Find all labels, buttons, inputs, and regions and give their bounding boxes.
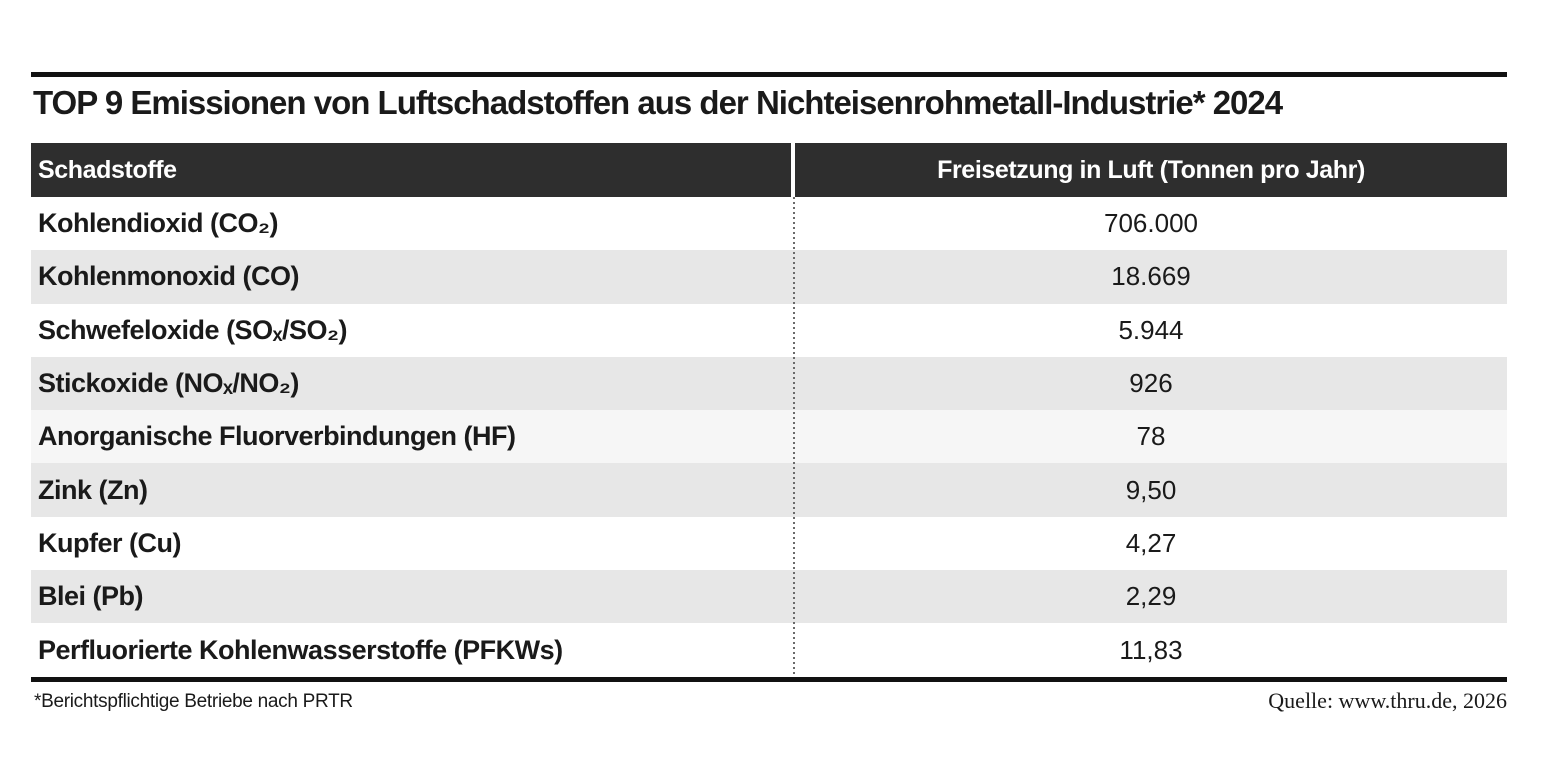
table-row: Kohlenmonoxid (CO) 18.669 — [31, 250, 1507, 304]
value-cell: 11,83 — [1119, 634, 1183, 665]
column-divider — [793, 197, 795, 677]
value-cell: 2,29 — [1125, 581, 1177, 612]
column-header-value: Freisetzung in Luft (Tonnen pro Jahr) — [937, 155, 1365, 184]
pollutant-cell: Anorganische Fluorverbindungen (HF) — [38, 421, 516, 452]
pollutant-cell: Kohlenmonoxid (CO) — [38, 261, 299, 292]
pollutant-cell: Blei (Pb) — [38, 581, 144, 612]
page-title: TOP 9 Emissionen von Luftschadstoffen au… — [33, 84, 1283, 121]
table-row: Anorganische Fluorverbindungen (HF) 78 — [31, 410, 1507, 464]
table-row: Kupfer (Cu) 4,27 — [31, 516, 1507, 571]
table-row: Perfluorierte Kohlenwasserstoffe (PFKWs)… — [31, 623, 1507, 677]
table-row: Blei (Pb) 2,29 — [31, 570, 1507, 624]
value-cell: 4,27 — [1125, 527, 1177, 558]
pollutant-cell: Zink (Zn) — [38, 474, 148, 505]
column-header-pollutant: Schadstoffe — [38, 155, 177, 184]
value-cell: 9,50 — [1125, 474, 1177, 505]
table-header: Schadstoffe Freisetzung in Luft (Tonnen … — [31, 143, 1507, 197]
source-credit: Quelle: www.thru.de, 2026 — [1268, 688, 1507, 713]
pollutant-cell: Kohlendioxid (CO₂) — [38, 208, 278, 239]
emissions-table: Schadstoffe Freisetzung in Luft (Tonnen … — [31, 143, 1507, 677]
value-cell: 706.000 — [1104, 208, 1198, 239]
pollutant-cell: Perfluorierte Kohlenwasserstoffe (PFKWs) — [38, 634, 563, 665]
value-cell: 18.669 — [1111, 261, 1191, 292]
footnote: *Berichtspflichtige Betriebe nach PRTR — [34, 691, 353, 712]
table-row: Kohlendioxid (CO₂) 706.000 — [31, 197, 1507, 251]
pollutant-cell: Schwefeloxide (SOₓ/SO₂) — [38, 314, 347, 345]
value-cell: 78 — [1136, 421, 1166, 452]
table-row: Schwefeloxide (SOₓ/SO₂) 5.944 — [31, 303, 1507, 357]
table-body: Kohlendioxid (CO₂) 706.000 Kohlenmonoxid… — [31, 197, 1507, 677]
pollutant-cell: Stickoxide (NOₓ/NO₂) — [38, 368, 299, 399]
value-cell: 926 — [1129, 368, 1173, 399]
value-cell: 5.944 — [1118, 314, 1184, 345]
pollutant-cell: Kupfer (Cu) — [38, 527, 181, 558]
top-rule — [31, 72, 1507, 77]
bottom-rule — [31, 677, 1507, 682]
header-divider — [791, 143, 795, 197]
table-row: Zink (Zn) 9,50 — [31, 463, 1507, 517]
table-row: Stickoxide (NOₓ/NO₂) 926 — [31, 356, 1507, 411]
